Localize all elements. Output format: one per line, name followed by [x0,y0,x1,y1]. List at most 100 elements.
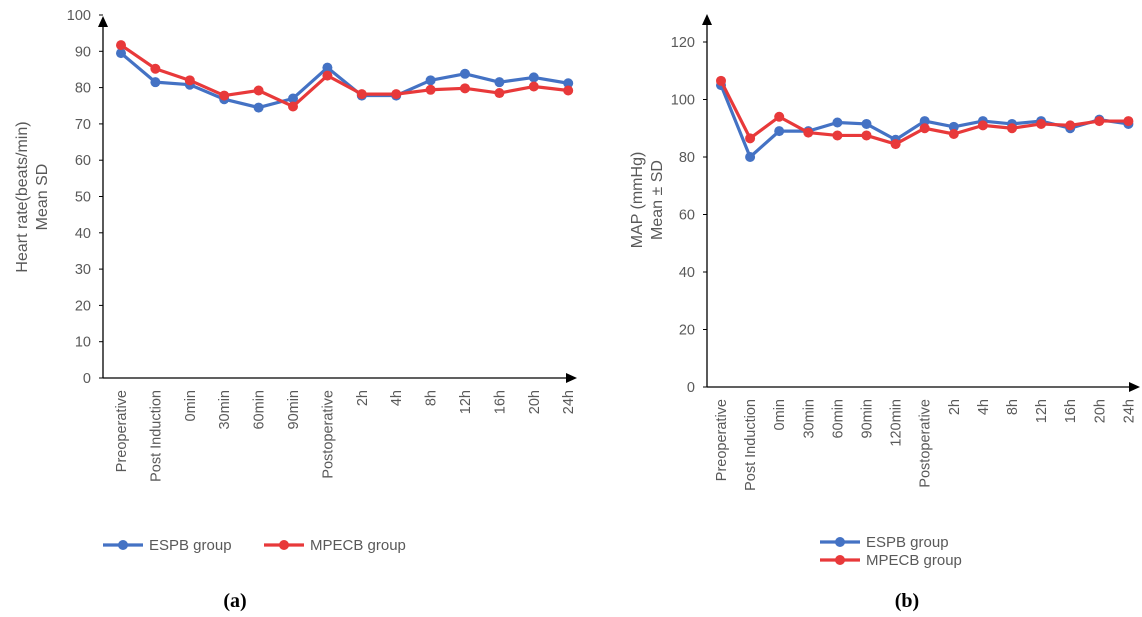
data-point [116,40,126,51]
x-tick-label: 60min [830,399,846,439]
y-tick-label: 60 [75,153,91,169]
data-point [1036,118,1047,129]
y-tick-label: 80 [75,81,91,97]
data-point [460,68,470,79]
x-tick-label: 16h [492,390,508,414]
x-tick-label: 8h [1005,399,1021,415]
y-tick-label: 90 [75,44,91,60]
y-tick-label: 120 [671,35,695,51]
x-tick-label: 0min [183,390,199,421]
x-tick-label: 20h [1092,399,1108,423]
data-point [977,120,988,131]
y-tick-label: 20 [679,323,695,339]
series-line [120,43,569,109]
data-point [184,75,195,86]
data-point [391,89,402,100]
data-point [563,85,574,96]
y-axis-subtitle: Mean SD [34,164,51,231]
data-point [1123,116,1134,127]
x-tick-label: 2h [947,399,963,415]
data-point [745,152,756,162]
x-axis-arrow [566,373,577,383]
data-point [832,130,843,141]
x-tick-label: Postoperative [918,399,934,488]
x-tick-label: 12h [1034,399,1050,423]
data-point [494,88,505,99]
data-point [1065,120,1076,131]
x-tick-label: 90min [286,390,302,430]
x-tick-label: 4h [389,390,405,406]
x-tick-label: 4h [976,399,992,415]
y-axis-subtitle: Mean ± SD [649,160,666,240]
legend-label: MPECB group [866,552,962,569]
data-point [322,70,333,81]
x-tick-label: 16h [1063,399,1079,423]
y-tick-label: 40 [75,226,91,242]
data-point [948,129,959,139]
x-tick-label: Preoperative [714,399,730,481]
x-tick-label: 12h [458,390,474,414]
data-point [288,93,298,104]
x-tick-label: 60min [252,390,268,430]
data-point [322,62,333,73]
data-point [803,127,814,138]
y-axis-arrow [98,16,108,27]
x-axis-arrow [1129,382,1140,392]
data-point [116,48,126,59]
data-point [774,111,785,122]
x-tick-label: Post Induction [148,390,164,482]
x-tick-label: Post Induction [743,399,759,491]
x-tick-label: 0min [772,399,788,430]
y-tick-label: 70 [75,117,91,133]
legend-label: ESPB group [866,534,949,551]
data-point [563,78,574,89]
x-tick-label: 120min [889,399,905,447]
x-tick-label: 90min [860,399,876,439]
y-axis-title: Heart rate(beats/min) [14,121,31,272]
y-tick-label: 0 [83,371,91,387]
x-tick-label: 8h [424,390,440,406]
legend-label: MPECB group [310,537,406,554]
x-tick-label: 24h [561,390,577,414]
legend-marker [118,540,128,550]
data-point [150,77,161,88]
legend-label: ESPB group [149,537,232,554]
x-tick-label: 30min [217,390,233,430]
y-tick-label: 0 [687,380,695,396]
x-tick-label: Postoperative [320,390,336,479]
data-point [774,126,785,137]
x-tick-label: Preoperative [114,390,130,472]
y-tick-label: 10 [75,335,91,351]
panel-label: (b) [895,590,919,612]
data-point [919,116,930,127]
y-tick-label: 20 [75,298,91,314]
x-tick-label: 20h [527,390,543,414]
x-tick-label: 30min [801,399,817,439]
legend-marker [835,537,845,547]
panel-label: (a) [223,590,246,612]
chart-panel-a: 0 10 20 30 40 50 60 70 80 90 100 Preoperative Post I… [14,8,577,612]
data-point [948,121,959,132]
y-tick-label: 100 [67,8,91,24]
legend-marker [279,540,289,550]
chart-panel-b: 0 20 40 60 80 100 120 Preoperative Post Inductio… [629,14,1140,612]
data-point [219,90,230,101]
x-tick-label: 2h [355,390,371,406]
data-point [890,139,901,150]
y-tick-label: 30 [75,262,91,278]
y-tick-label: 80 [679,150,695,166]
y-tick-label: 40 [679,265,695,281]
data-point [150,63,161,74]
series-line [119,51,569,110]
data-point [832,117,843,128]
y-axis-title: MAP (mmHg) [629,152,646,249]
data-point [861,130,872,141]
data-point [253,85,264,96]
data-point [716,75,726,86]
data-point [425,75,436,86]
data-point [288,101,298,112]
data-point [861,118,872,129]
y-tick-label: 50 [75,190,91,206]
y-axis-arrow [702,14,712,25]
